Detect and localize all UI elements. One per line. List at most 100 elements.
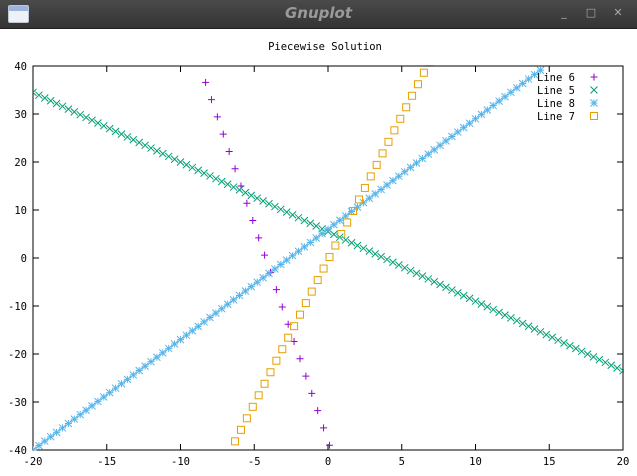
data-point <box>242 414 251 423</box>
data-point <box>371 190 380 198</box>
data-point <box>566 341 574 350</box>
data-point <box>471 297 480 306</box>
data-point <box>296 355 304 363</box>
data-point <box>82 113 90 122</box>
data-point <box>254 391 263 400</box>
data-point <box>400 263 409 272</box>
data-point <box>495 308 503 317</box>
y-tick-label: -40 <box>8 445 27 457</box>
y-tick-label: -30 <box>8 397 27 409</box>
data-point <box>331 241 340 250</box>
data-point <box>377 185 385 194</box>
data-point <box>35 441 43 450</box>
data-point <box>76 110 85 119</box>
data-point <box>383 255 391 264</box>
data-point <box>253 194 262 203</box>
data-point <box>507 88 515 97</box>
data-point <box>483 302 492 311</box>
data-point <box>349 206 358 215</box>
data-point <box>365 194 374 203</box>
data-point <box>320 424 328 432</box>
data-point <box>46 96 55 105</box>
data-point <box>141 141 149 150</box>
data-point <box>212 174 220 183</box>
data-point <box>241 287 250 295</box>
data-point <box>590 73 598 81</box>
data-point <box>64 419 73 428</box>
data-point <box>217 304 226 313</box>
data-point <box>312 222 321 230</box>
window-titlebar[interactable]: Gnuplot _ □ ✕ <box>0 0 637 29</box>
data-point <box>337 230 346 238</box>
data-point <box>206 313 214 322</box>
data-point <box>294 247 303 256</box>
data-point <box>182 160 191 169</box>
data-point <box>158 149 167 158</box>
data-point <box>330 220 338 229</box>
data-point <box>170 340 179 348</box>
data-point <box>430 277 439 286</box>
series-line-5 <box>33 88 624 375</box>
data-point <box>223 300 232 309</box>
data-point <box>105 124 114 133</box>
data-point <box>378 149 387 158</box>
series-layer <box>33 65 624 451</box>
data-point <box>212 309 220 317</box>
y-tick-label: 40 <box>14 61 27 73</box>
data-point <box>366 172 375 181</box>
data-point <box>554 336 562 345</box>
data-point <box>459 291 468 300</box>
data-point <box>153 147 161 155</box>
x-tick-label: -5 <box>248 456 261 468</box>
data-point <box>265 199 273 208</box>
data-point <box>247 191 256 200</box>
data-point <box>424 150 433 158</box>
data-point <box>182 331 191 340</box>
data-point <box>105 388 114 397</box>
data-point <box>170 155 179 164</box>
data-point <box>284 333 293 342</box>
data-point <box>313 276 322 285</box>
x-tick-label: 0 <box>325 456 331 468</box>
data-point <box>408 91 417 100</box>
data-point <box>419 68 428 77</box>
data-point <box>247 282 256 291</box>
y-tick-label: 0 <box>21 253 27 265</box>
data-point <box>590 86 598 94</box>
data-point <box>147 357 155 366</box>
data-point <box>229 183 238 191</box>
data-point <box>153 353 161 362</box>
data-point <box>400 167 409 176</box>
y-tick-label: -20 <box>8 349 27 361</box>
data-point <box>324 225 332 234</box>
data-point <box>347 207 356 216</box>
data-point <box>394 261 403 269</box>
y-tick-label: 10 <box>14 205 27 217</box>
series-line-8 <box>33 66 545 451</box>
data-point <box>282 208 291 216</box>
data-point <box>359 244 368 253</box>
data-point <box>601 358 610 367</box>
data-point <box>430 145 439 154</box>
data-point <box>308 389 316 397</box>
data-point <box>301 299 310 308</box>
data-point <box>255 234 263 242</box>
data-point <box>343 218 352 227</box>
close-button[interactable]: ✕ <box>613 6 623 19</box>
series-line-7 <box>231 65 434 446</box>
data-point <box>158 348 167 357</box>
data-point <box>282 256 291 264</box>
maximize-button[interactable]: □ <box>585 6 597 19</box>
data-point <box>288 251 297 260</box>
data-point <box>213 113 221 121</box>
x-tick-label: 20 <box>617 456 630 468</box>
data-point <box>389 258 397 267</box>
data-point <box>117 130 126 139</box>
data-point <box>123 375 132 384</box>
minimize-button[interactable]: _ <box>561 6 567 19</box>
data-point <box>325 253 334 262</box>
data-point <box>147 144 155 152</box>
data-point <box>231 437 240 446</box>
data-point <box>99 121 108 130</box>
data-point <box>418 272 427 280</box>
